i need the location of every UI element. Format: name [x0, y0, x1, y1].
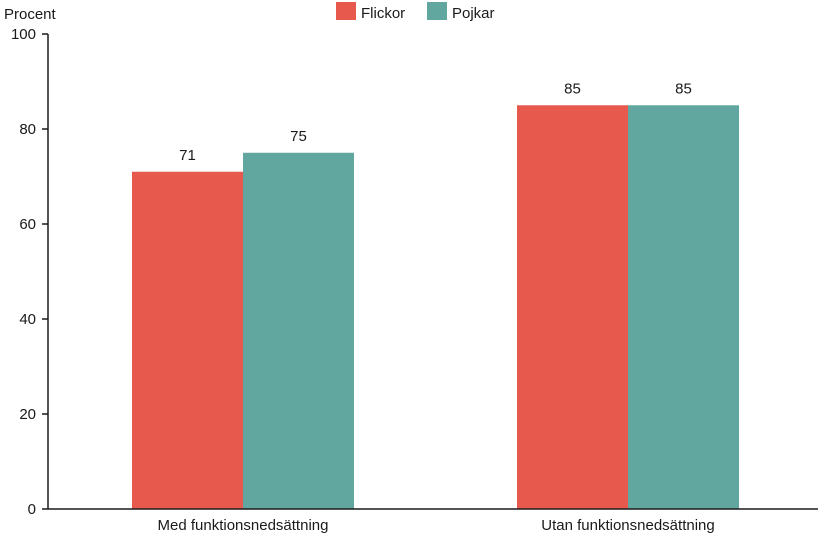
data-label-pojkar-med-funktionsneds-ttning: 75 — [290, 128, 307, 145]
y-axis-ticks: 0 20 40 60 80 100 — [11, 26, 48, 518]
data-label-flickor-med-funktionsneds-ttning: 71 — [179, 147, 196, 164]
y-axis-title: Procent — [4, 6, 57, 23]
y-tick-label-0: 0 — [28, 501, 36, 518]
y-tick-label-20: 20 — [19, 406, 36, 423]
legend-swatch-flickor — [336, 2, 356, 20]
y-tick-label-60: 60 — [19, 216, 36, 233]
category-label-med-funktionsneds-ttning: Med funktionsnedsättning — [158, 517, 329, 534]
y-tick-label-40: 40 — [19, 311, 36, 328]
bar-flickor-med-funktionsneds-ttning — [132, 171, 243, 509]
category-labels: Med funktionsnedsättning Utan funktionsne… — [158, 517, 715, 534]
data-label-pojkar-utan-funktionsneds-ttning: 85 — [675, 80, 692, 97]
category-label-utan-funktionsneds-ttning: Utan funktionsnedsättning — [541, 517, 714, 534]
y-tick-label-80: 80 — [19, 121, 36, 138]
legend: Flickor Pojkar — [336, 2, 495, 22]
y-tick-label-100: 100 — [11, 26, 36, 43]
data-label-flickor-utan-funktionsneds-ttning: 85 — [564, 80, 581, 97]
bars — [132, 105, 739, 509]
bar-pojkar-utan-funktionsneds-ttning — [628, 105, 739, 509]
legend-label-pojkar: Pojkar — [452, 5, 495, 22]
data-labels: 71 75 85 85 — [179, 80, 692, 164]
legend-swatch-pojkar — [427, 2, 447, 20]
bar-pojkar-med-funktionsneds-ttning — [243, 152, 354, 509]
bar-flickor-utan-funktionsneds-ttning — [517, 105, 628, 509]
legend-label-flickor: Flickor — [361, 5, 405, 22]
